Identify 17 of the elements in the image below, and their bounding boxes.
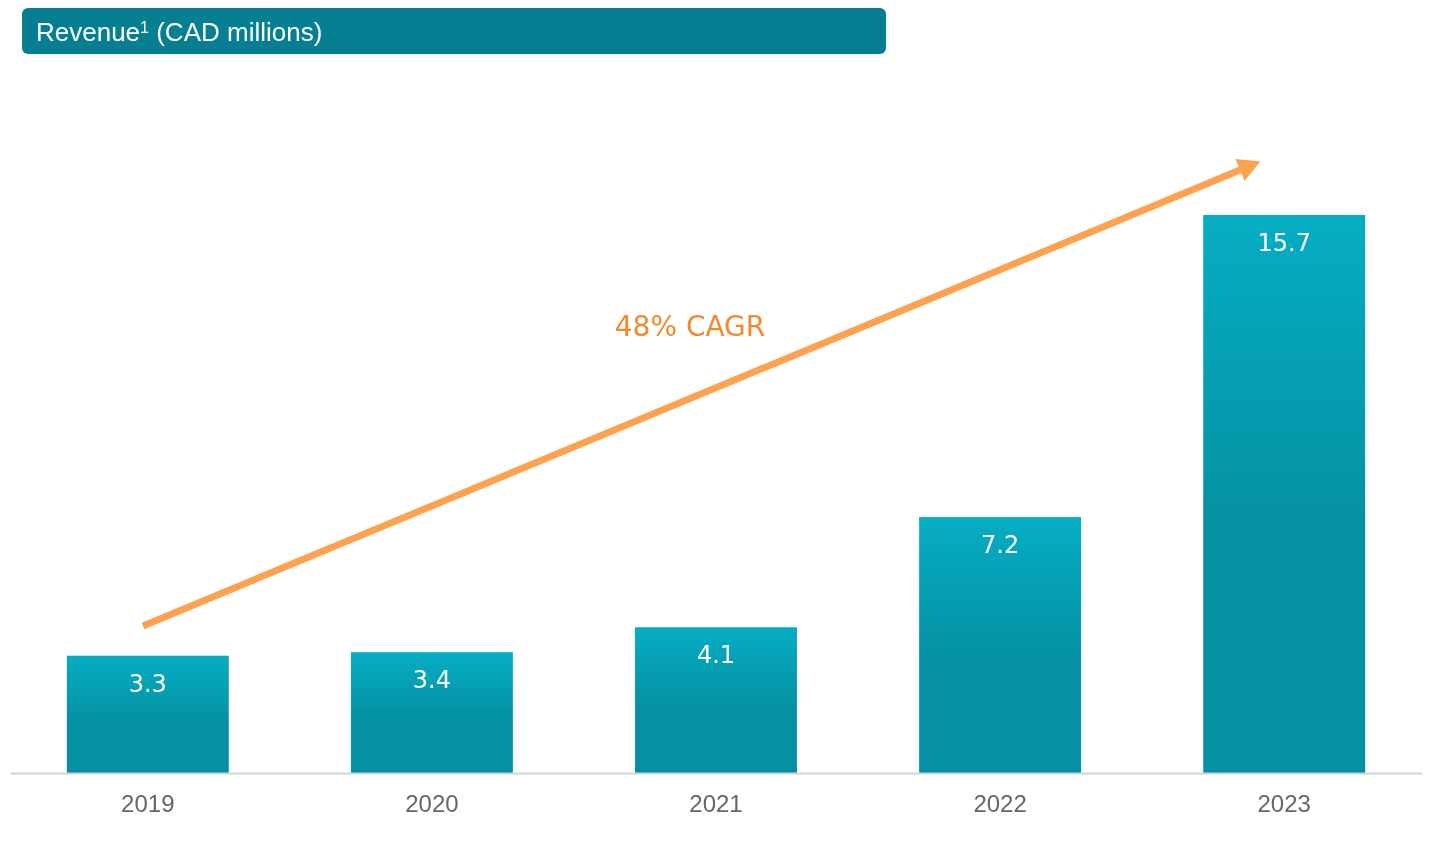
x-tick-label: 2019	[121, 790, 175, 818]
data-label: 15.7	[1257, 229, 1311, 257]
data-label: 7.2	[981, 531, 1020, 560]
bar	[919, 517, 1082, 773]
bar	[1203, 215, 1366, 773]
x-tick-label: 2022	[973, 790, 1027, 818]
data-label: 4.1	[696, 641, 736, 670]
annotation: 48% CAGR	[614, 310, 766, 343]
bar	[350, 652, 513, 773]
bar	[635, 627, 797, 773]
x-tick-label: 2020	[405, 790, 459, 818]
bar	[66, 655, 229, 773]
chart-title: Revenue$^{1}$ (CAD millions)	[36, 17, 323, 47]
x-tick-label: 2021	[689, 790, 743, 818]
data-label: 3.4	[412, 666, 451, 695]
x-tick-label: 2023	[1257, 790, 1311, 818]
data-label: 3.3	[128, 669, 167, 698]
